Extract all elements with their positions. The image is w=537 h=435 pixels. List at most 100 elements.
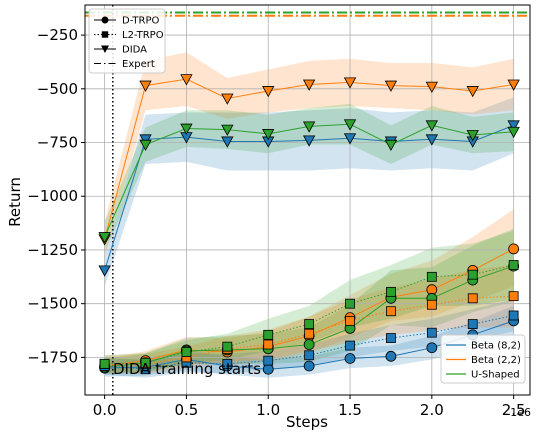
point-l2-trpo-beta22 bbox=[304, 328, 315, 339]
point-d-trpo-beta82 bbox=[303, 360, 315, 372]
point-l2-trpo-beta82 bbox=[222, 358, 233, 369]
point-d-trpo-beta22 bbox=[508, 243, 520, 255]
point-dida-ushaped bbox=[343, 119, 357, 131]
tick-labels: 0.0 0.5 1.0 1.5 2.0 2.5 −1750 −1500 −1250 −1000 −7… bbox=[27, 26, 525, 419]
point-l2-trpo-beta82 bbox=[467, 319, 478, 329]
distribution-legend: Beta (8,2) Beta (2,2) U-Shaped bbox=[440, 334, 526, 384]
point-l2-trpo-beta82 bbox=[508, 310, 519, 321]
point-l2-trpo-beta82 bbox=[304, 350, 315, 361]
point-dida-beta22 bbox=[425, 81, 439, 93]
point-l2-trpo-ushaped bbox=[386, 286, 396, 297]
point-dida-beta82 bbox=[507, 120, 520, 132]
point-l2-trpo-beta82 bbox=[386, 333, 396, 343]
point-dida-beta82 bbox=[302, 135, 316, 147]
point-dida-ushaped bbox=[221, 124, 234, 136]
point-dida-beta82 bbox=[425, 134, 439, 146]
point-l2-trpo-ushaped bbox=[222, 341, 233, 352]
series-markers bbox=[98, 74, 520, 375]
point-dida-beta22 bbox=[384, 80, 398, 92]
plot-frame bbox=[84, 4, 531, 396]
point-l2-trpo-beta22 bbox=[426, 299, 437, 310]
x-tick-label: 0.5 bbox=[175, 401, 199, 419]
point-l2-trpo-beta82 bbox=[345, 340, 355, 351]
point-l2-trpo-ushaped bbox=[345, 298, 355, 309]
y-tick-label: −1250 bbox=[27, 241, 78, 259]
point-dida-ushaped bbox=[98, 232, 111, 244]
point-dida-ushaped bbox=[302, 121, 316, 133]
point-d-trpo-beta82 bbox=[262, 363, 274, 375]
point-dida-beta22 bbox=[139, 80, 152, 92]
y-tick-label: −750 bbox=[37, 134, 78, 152]
point-dida-ushaped bbox=[425, 120, 439, 132]
y-tick-label: −1000 bbox=[27, 187, 78, 205]
point-dida-beta22 bbox=[507, 79, 520, 91]
point-l2-trpo-ushaped bbox=[508, 260, 519, 270]
method-legend-triangle-marker bbox=[101, 45, 109, 53]
point-dida-beta82 bbox=[221, 136, 234, 148]
point-l2-trpo-beta22 bbox=[508, 291, 519, 302]
distribution-legend-label: Beta (8,2) bbox=[471, 341, 521, 352]
band-l2-trpo-ushaped bbox=[104, 230, 514, 373]
point-dida-beta22 bbox=[221, 93, 234, 105]
y-axis-title: Return bbox=[6, 177, 24, 227]
x-axis-title: Steps bbox=[286, 413, 328, 431]
y-tick-label: −250 bbox=[37, 26, 78, 44]
point-dida-beta22 bbox=[302, 79, 316, 91]
point-d-trpo-ushaped bbox=[303, 339, 315, 350]
band-l2-trpo-beta82 bbox=[104, 299, 514, 378]
x-scale-multiplier: 1e6 bbox=[510, 406, 531, 419]
y-tick-label: −1500 bbox=[27, 295, 78, 313]
band-d-trpo-beta82 bbox=[104, 305, 514, 378]
point-d-trpo-beta82 bbox=[385, 350, 397, 362]
point-l2-trpo-beta82 bbox=[263, 355, 274, 366]
y-tick-label: −500 bbox=[37, 80, 78, 98]
point-l2-trpo-ushaped bbox=[426, 271, 437, 282]
point-dida-beta82 bbox=[343, 133, 357, 145]
y-tick-label: −1750 bbox=[27, 348, 78, 366]
axes bbox=[81, 4, 531, 399]
point-dida-beta22 bbox=[466, 86, 479, 98]
method-legend-label: Expert bbox=[122, 59, 155, 70]
band-d-trpo-ushaped bbox=[104, 228, 514, 375]
point-l2-trpo-beta22 bbox=[263, 339, 274, 350]
distribution-legend-box bbox=[440, 334, 526, 384]
point-dida-ushaped bbox=[384, 139, 398, 151]
line-l2-trpo-ushaped bbox=[104, 264, 514, 365]
method-legend-label: L2-TRPO bbox=[122, 30, 164, 41]
x-tick-label: 2.0 bbox=[420, 401, 444, 419]
distribution-legend-label: U-Shaped bbox=[471, 370, 520, 381]
point-dida-beta22 bbox=[262, 86, 275, 98]
distribution-legend-label: Beta (2,2) bbox=[471, 355, 521, 366]
band-dida-beta82 bbox=[104, 97, 514, 287]
point-dida-ushaped bbox=[180, 123, 193, 135]
x-tick-label: 1.0 bbox=[256, 401, 280, 419]
point-l2-trpo-ushaped bbox=[140, 357, 151, 368]
point-l2-trpo-ushaped bbox=[263, 329, 274, 340]
x-tick-label: 1.5 bbox=[338, 401, 362, 419]
method-legend-label: D-TRPO bbox=[122, 16, 159, 27]
point-l2-trpo-ushaped bbox=[304, 319, 315, 329]
x-tick-label: 2.5 bbox=[502, 401, 526, 419]
point-l2-trpo-beta22 bbox=[467, 293, 478, 304]
point-l2-trpo-ushaped bbox=[467, 269, 478, 280]
point-l2-trpo-beta22 bbox=[345, 315, 355, 326]
point-l2-trpo-beta82 bbox=[426, 327, 437, 338]
band-dida-ushaped bbox=[104, 103, 514, 253]
method-legend-square-marker bbox=[101, 31, 109, 38]
point-dida-ushaped bbox=[466, 130, 479, 142]
point-l2-trpo-ushaped bbox=[99, 358, 110, 369]
x-tick-label: 0.0 bbox=[93, 401, 117, 419]
training-start-annotation: DIDA training starts bbox=[113, 360, 261, 378]
point-l2-trpo-ushaped bbox=[181, 347, 192, 357]
point-dida-beta22 bbox=[180, 74, 193, 86]
point-dida-ushaped bbox=[507, 126, 520, 139]
line-l2-trpo-beta82 bbox=[104, 315, 514, 370]
point-l2-trpo-beta22 bbox=[386, 306, 396, 317]
point-d-trpo-beta82 bbox=[426, 342, 438, 354]
method-legend: D-TRPO L2-TRPO DIDA Expert bbox=[88, 8, 166, 74]
method-legend-label: DIDA bbox=[122, 45, 147, 56]
method-legend-box bbox=[88, 8, 166, 74]
point-dida-beta82 bbox=[98, 265, 111, 277]
point-dida-beta22 bbox=[343, 77, 357, 89]
